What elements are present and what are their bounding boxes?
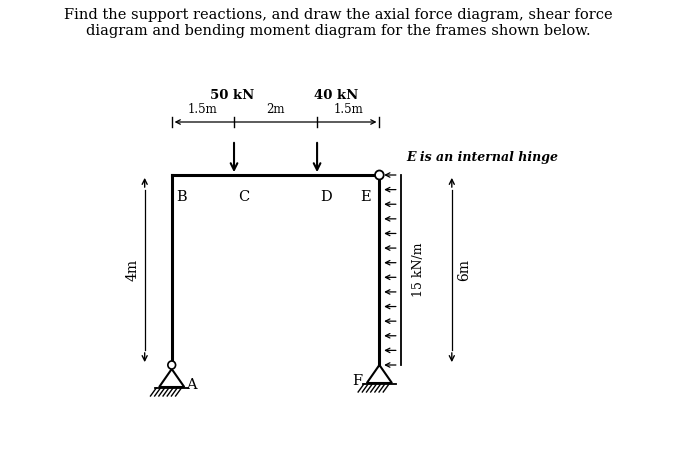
Text: 6m: 6m — [457, 259, 471, 281]
Text: 1.5m: 1.5m — [334, 103, 363, 116]
Text: 40 kN: 40 kN — [315, 89, 359, 102]
Text: F: F — [352, 374, 362, 388]
Text: E is an internal hinge: E is an internal hinge — [406, 150, 559, 163]
Text: D: D — [320, 190, 332, 204]
Text: A: A — [186, 378, 197, 392]
Text: E: E — [360, 190, 371, 204]
Text: 1.5m: 1.5m — [188, 103, 218, 116]
Circle shape — [375, 171, 384, 179]
Text: Find the support reactions, and draw the axial force diagram, shear force: Find the support reactions, and draw the… — [64, 8, 613, 22]
Text: diagram and bending moment diagram for the frames shown below.: diagram and bending moment diagram for t… — [87, 24, 591, 38]
Text: 2m: 2m — [266, 103, 285, 116]
Text: 15 kN/m: 15 kN/m — [412, 243, 425, 297]
Text: B: B — [176, 190, 187, 204]
Text: C: C — [238, 190, 249, 204]
Circle shape — [168, 361, 176, 369]
Text: 4m: 4m — [126, 259, 140, 281]
Text: 50 kN: 50 kN — [210, 89, 254, 102]
